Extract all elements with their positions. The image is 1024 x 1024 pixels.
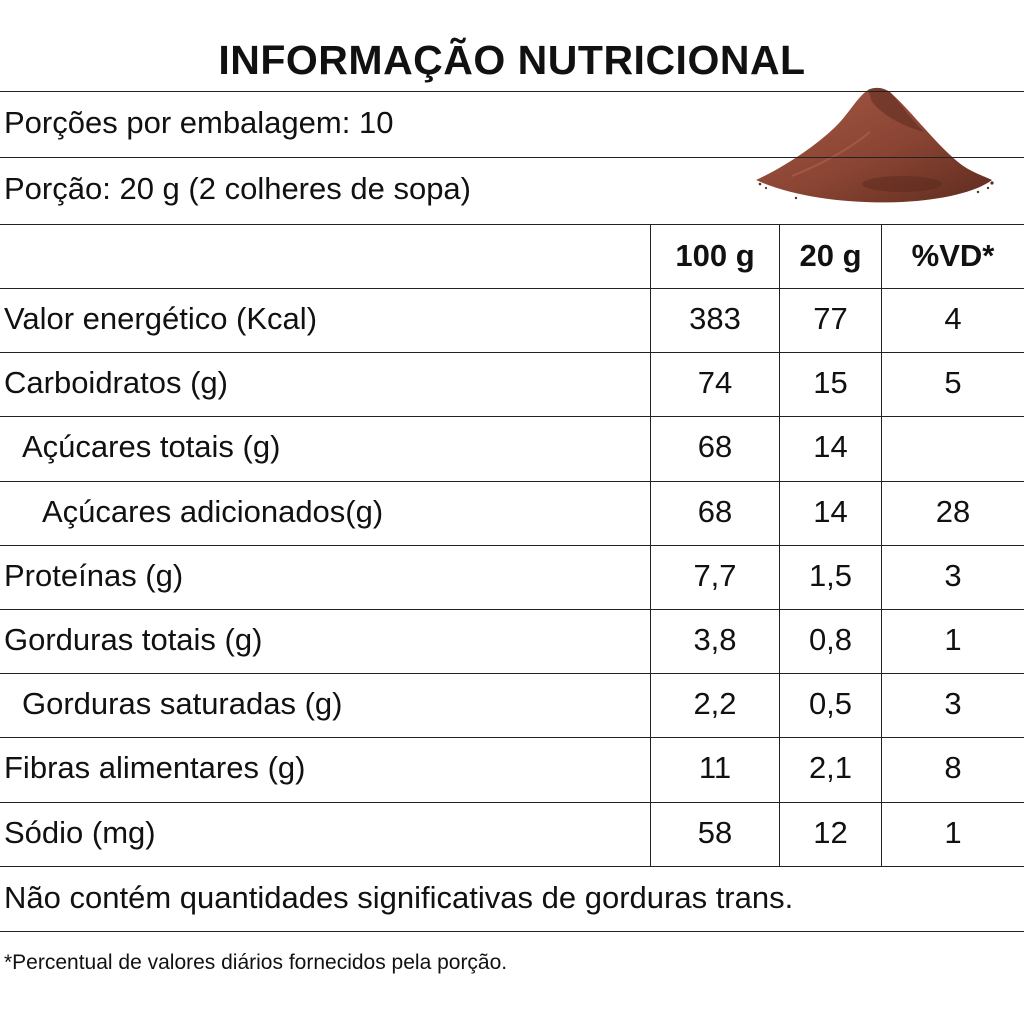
value-vd: 1 <box>944 622 962 657</box>
value-vd: 3 <box>944 557 962 593</box>
value-100g: 68 <box>697 493 733 529</box>
servings-per-package: Porções por embalagem: 10 <box>4 105 394 140</box>
rule-header <box>0 288 1024 289</box>
rule-serving-size <box>0 224 1024 225</box>
serving-size: Porção: 20 g (2 colheres de sopa) <box>4 171 471 206</box>
trans-fat-note: Não contém quantidades significativas de… <box>4 880 794 915</box>
row-label: Fibras alimentares (g) <box>4 750 306 786</box>
row-label: Sódio (mg) <box>4 814 156 850</box>
rule-top <box>0 91 1024 92</box>
value-100g: 74 <box>697 365 733 401</box>
value-100g: 11 <box>698 750 732 786</box>
value-vd: 3 <box>944 686 962 722</box>
row-label: Açúcares totais (g) <box>22 429 281 465</box>
rule-trans-fat <box>0 931 1024 932</box>
row-label: Proteínas (g) <box>4 557 184 593</box>
value-20g: 1,5 <box>808 557 853 593</box>
row-rule <box>0 609 1024 610</box>
page-title: INFORMAÇÃO NUTRICIONAL <box>218 37 806 83</box>
footnote: *Percentual de valores diários fornecido… <box>4 951 508 974</box>
value-100g: 7,7 <box>693 557 737 593</box>
value-vd: 8 <box>944 750 962 786</box>
value-20g: 14 <box>813 493 848 529</box>
row-rule <box>0 801 1024 803</box>
value-20g: 12 <box>813 814 848 850</box>
value-100g: 383 <box>689 301 741 336</box>
row-rule <box>0 544 1024 546</box>
row-label: Valor energético (Kcal) <box>4 301 318 336</box>
row-rule <box>0 737 1024 739</box>
value-20g: 0,8 <box>808 622 853 657</box>
row-rule <box>0 865 1024 867</box>
value-vd: 4 <box>944 301 962 336</box>
cocoa-powder-icon <box>756 87 994 203</box>
value-vd: 28 <box>935 493 971 529</box>
value-20g: 0,5 <box>808 686 853 722</box>
row-label: Açúcares adicionados(g) <box>42 493 384 529</box>
value-20g: 2,1 <box>808 750 853 786</box>
row-rule <box>0 480 1024 482</box>
row-label: Gorduras saturadas (g) <box>22 686 343 722</box>
value-100g: 3,8 <box>693 622 737 657</box>
value-20g: 77 <box>813 301 848 336</box>
value-vd: 1 <box>944 814 962 850</box>
value-100g: 58 <box>697 814 733 850</box>
row-rule <box>0 416 1024 418</box>
column-header-100g: 100 g <box>675 238 755 273</box>
value-20g: 15 <box>813 365 848 401</box>
rule-servings <box>0 157 1024 158</box>
column-header-20g: 20 g <box>799 238 862 273</box>
row-rule <box>0 352 1024 354</box>
row-rule <box>0 673 1024 675</box>
value-100g: 68 <box>697 429 733 465</box>
value-vd: 5 <box>944 365 962 401</box>
row-label: Carboidratos (g) <box>4 365 228 401</box>
column-header-vd: %VD* <box>911 238 995 273</box>
value-20g: 14 <box>813 429 848 465</box>
value-100g: 2,2 <box>693 686 737 722</box>
row-label: Gorduras totais (g) <box>4 622 263 657</box>
